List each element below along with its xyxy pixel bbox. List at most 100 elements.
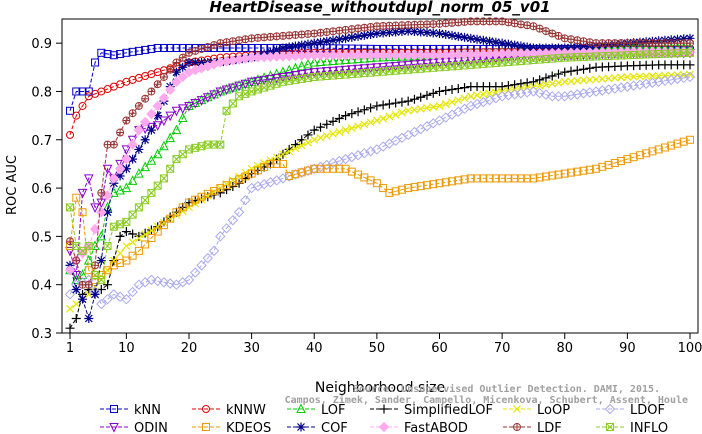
point-kdeos xyxy=(341,164,350,173)
point-simplifiedlof xyxy=(685,60,695,70)
legend-marker xyxy=(296,422,306,432)
point-kdeos xyxy=(366,176,375,185)
legend-label: LDOF xyxy=(630,403,665,418)
point-kdeos xyxy=(316,164,325,173)
point-kdeos xyxy=(541,172,550,181)
x-tick-label: 100 xyxy=(678,341,702,356)
point-loop xyxy=(291,144,300,153)
point-odin xyxy=(202,93,213,103)
point-simplifiedlof xyxy=(322,119,332,129)
legend-item-odin: ODIN xyxy=(100,421,168,434)
legend-item-inflo: INFLO xyxy=(596,421,668,434)
x-tick-label: 60 xyxy=(431,341,448,356)
point-ldf xyxy=(510,19,519,28)
point-loop xyxy=(116,249,125,258)
point-cof xyxy=(184,57,194,67)
point-kdeos xyxy=(372,179,381,188)
point-simplifiedlof xyxy=(303,130,313,140)
point-inflo xyxy=(122,217,131,226)
point-lof xyxy=(71,274,82,284)
point-simplifiedlof xyxy=(384,99,394,109)
point-kdeos xyxy=(623,155,632,164)
point-ldof xyxy=(190,267,201,278)
point-simplifiedlof xyxy=(497,82,507,92)
point-kdeos xyxy=(554,170,563,179)
point-lof xyxy=(177,112,188,123)
point-loop xyxy=(610,74,619,82)
point-ldof xyxy=(146,274,157,286)
point-kdeos xyxy=(529,174,538,183)
point-lof xyxy=(146,155,157,165)
point-simplifiedlof xyxy=(585,63,595,73)
point-kdeos xyxy=(441,178,450,187)
point-lof xyxy=(134,167,144,178)
point-inflo xyxy=(216,140,225,149)
point-inflo xyxy=(153,181,162,190)
point-loop xyxy=(122,242,131,250)
point-cof xyxy=(472,34,482,44)
point-loop xyxy=(297,141,306,150)
point-loop xyxy=(560,77,569,86)
point-ldof xyxy=(453,106,464,117)
point-odin xyxy=(234,81,244,92)
point-odin xyxy=(159,116,169,127)
x-tick-label: 80 xyxy=(556,341,573,356)
point-knn xyxy=(235,43,244,52)
series-line-odin xyxy=(69,52,690,276)
y-tick-label: 0.6 xyxy=(31,182,52,197)
point-loop xyxy=(397,108,406,117)
point-loop xyxy=(347,124,356,133)
y-tick-label: 0.9 xyxy=(31,37,52,52)
point-loop xyxy=(654,71,663,80)
point-ldof xyxy=(346,151,358,163)
point-simplifiedlof xyxy=(316,122,326,132)
point-loop xyxy=(72,300,81,308)
point-kdeos xyxy=(360,173,369,182)
point-loop xyxy=(404,106,413,115)
legend-marker xyxy=(606,423,614,431)
legend-label: SimplifiedLOF xyxy=(404,403,493,418)
point-cof xyxy=(359,30,369,40)
point-odin xyxy=(96,198,107,209)
point-kdeos xyxy=(266,159,275,168)
point-kdeos xyxy=(498,174,507,183)
point-loop xyxy=(385,112,394,121)
point-inflo xyxy=(66,203,74,212)
point-odin xyxy=(328,66,338,77)
point-cof xyxy=(128,154,138,164)
series-inflo xyxy=(66,48,694,284)
legend-label: INFLO xyxy=(630,421,668,434)
point-ldof xyxy=(478,96,489,108)
point-ldof xyxy=(158,277,170,288)
point-loop xyxy=(316,133,325,142)
point-lof xyxy=(165,132,176,143)
point-kdeos xyxy=(592,164,601,173)
point-kdeos xyxy=(548,171,557,180)
point-inflo xyxy=(222,106,231,115)
legend-marker xyxy=(513,405,521,413)
point-kdeos xyxy=(72,193,81,202)
legend-item-ldof: LDOF xyxy=(596,403,665,418)
point-kdeos xyxy=(573,167,582,176)
point-odin xyxy=(259,75,269,86)
point-odin xyxy=(359,64,370,74)
point-loop xyxy=(629,72,638,81)
point-simplifiedlof xyxy=(566,66,576,76)
point-cof xyxy=(503,39,513,49)
point-cof xyxy=(334,34,344,44)
legend-label: FastABOD xyxy=(404,421,468,434)
point-ldof xyxy=(196,260,207,271)
legend-marker xyxy=(109,423,119,433)
point-inflo xyxy=(128,210,137,219)
point-loop xyxy=(372,116,381,125)
point-odin xyxy=(384,62,395,72)
point-simplifiedlof xyxy=(428,88,438,98)
point-cof xyxy=(466,33,476,43)
point-ldf xyxy=(147,87,156,96)
point-ldf xyxy=(166,65,175,74)
point-kdeos xyxy=(191,195,200,204)
point-inflo xyxy=(97,275,106,284)
point-inflo xyxy=(141,196,150,205)
point-simplifiedlof xyxy=(579,64,589,74)
point-simplifiedlof xyxy=(397,97,407,107)
